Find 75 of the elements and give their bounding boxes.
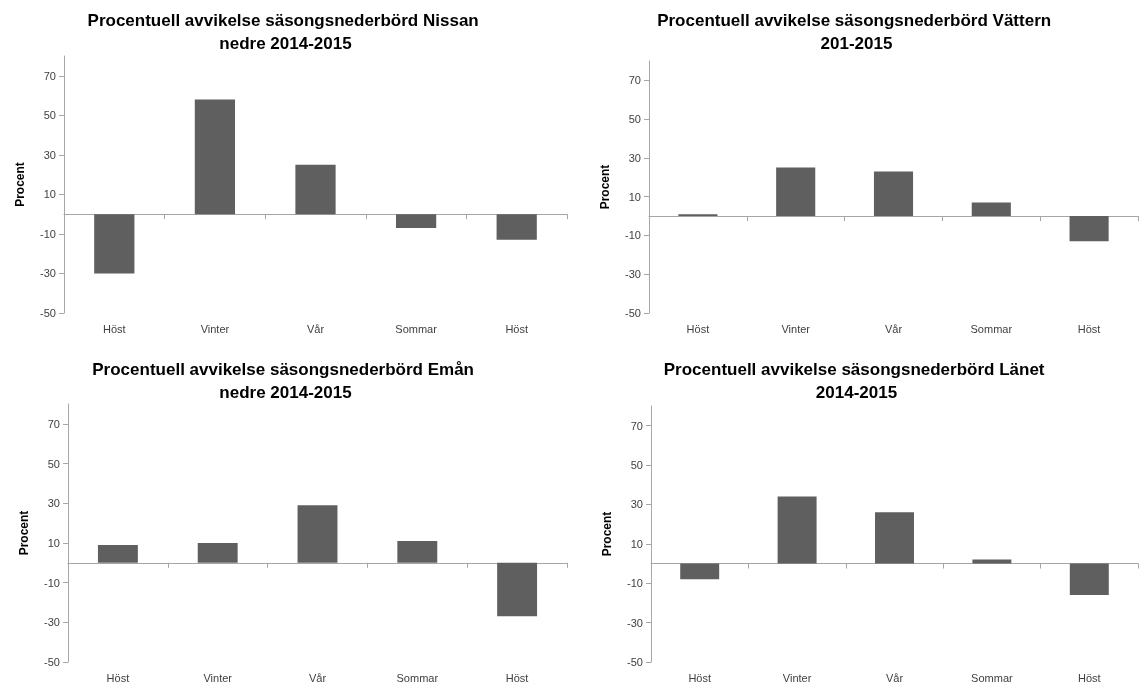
x-tick-label: Höst (102, 322, 126, 335)
y-tick-label: 10 (43, 188, 56, 201)
x-tick-label: Sommar (395, 322, 438, 335)
x-tick-label: Sommar (396, 671, 439, 684)
y-tick-label: 70 (628, 74, 641, 87)
y-tick-label: 50 (47, 457, 60, 470)
bar (395, 214, 437, 228)
y-tick-label: -50 (627, 656, 643, 668)
x-tick-label: Vår (885, 671, 904, 684)
y-tick-label: -10 (627, 577, 643, 590)
bar (875, 512, 914, 564)
y-tick-label: 50 (630, 459, 643, 472)
y-tick-label: 70 (630, 419, 643, 432)
bar (496, 214, 537, 240)
bar (971, 202, 1011, 217)
x-tick-label: Vinter (782, 671, 812, 684)
x-tick-label: Höst (1077, 671, 1101, 684)
x-tick-label: Sommar (971, 671, 1014, 684)
x-tick-label: Höst (505, 322, 529, 335)
y-tick-label: 50 (43, 109, 56, 122)
bar (776, 167, 816, 217)
y-tick-label: -10 (44, 576, 60, 589)
y-axis-title: Procent (17, 510, 31, 556)
x-tick-label: Höst (1077, 322, 1101, 335)
x-tick-label: Vinter (781, 322, 811, 335)
y-tick-label: -30 (625, 268, 641, 281)
y-tick-label: -50 (625, 307, 641, 319)
y-tick-label: 30 (630, 498, 643, 511)
y-tick-label: -50 (40, 307, 56, 319)
y-tick-label: 30 (43, 148, 56, 161)
y-tick-label: -10 (625, 229, 641, 242)
bar (297, 505, 338, 563)
y-tick-label: -30 (627, 616, 643, 629)
chart-title: Procentuell avvikelse säsongsnederbörd Emån nedre 2014-2015 (92, 360, 479, 402)
bar (197, 542, 238, 563)
bar (194, 99, 236, 215)
y-tick-label: -30 (40, 267, 56, 280)
bar (295, 164, 336, 215)
x-tick-label: Vår (308, 671, 327, 684)
x-tick-label: Vinter (203, 671, 233, 684)
y-tick-label: 50 (628, 113, 641, 126)
y-tick-label: -50 (44, 656, 60, 668)
y-axis-title: Procent (13, 162, 27, 207)
y-tick-label: 30 (47, 497, 60, 510)
chart-title: Procentuell avvikelse säsongsnederbörd Länet 2014-2015 (663, 360, 1050, 402)
x-tick-label: Vår (884, 322, 903, 335)
y-tick-label: -10 (40, 227, 56, 240)
x-tick-label: Sommar (970, 322, 1013, 335)
bar (972, 559, 1012, 564)
bar (873, 171, 914, 217)
bar (94, 214, 135, 274)
bar (1069, 563, 1109, 596)
bar (397, 540, 438, 563)
y-tick-label: 70 (47, 417, 60, 430)
y-tick-label: 70 (43, 69, 56, 82)
x-tick-label: Höst (505, 671, 529, 684)
x-tick-label: Höst (686, 322, 710, 335)
y-tick-label: 10 (630, 537, 643, 550)
x-tick-label: Höst (688, 671, 712, 684)
y-axis-title: Procent (600, 511, 614, 557)
y-tick-label: 10 (47, 536, 60, 549)
bar (97, 544, 138, 563)
x-tick-label: Höst (106, 671, 130, 684)
bar (777, 496, 817, 564)
bar (1069, 216, 1109, 242)
x-tick-label: Vinter (200, 322, 230, 335)
bar (680, 563, 720, 580)
y-tick-label: 30 (628, 151, 641, 164)
bar (497, 562, 538, 617)
y-axis-title: Procent (598, 164, 612, 210)
chart-title: Procentuell avvikelse säsongsnederbörd Vättern 201-2015 (657, 11, 1056, 53)
y-tick-label: -30 (44, 616, 60, 629)
x-tick-label: Vår (306, 322, 325, 335)
y-tick-label: 10 (628, 190, 641, 203)
chart-title: Procentuell avvikelse säsongsnederbörd Nissan nedre 2014-2015 (87, 11, 484, 53)
